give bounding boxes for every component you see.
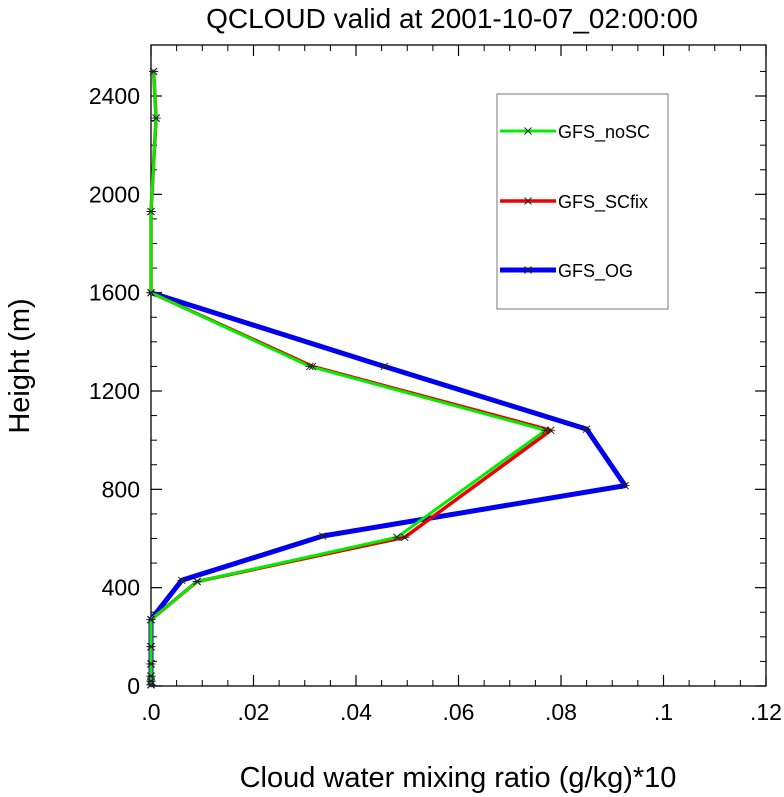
data-point-gfs_og: [582, 425, 592, 433]
legend-label: GFS_noSC: [558, 122, 650, 143]
x-tick-label: .08: [545, 699, 577, 725]
data-point-gfs_og: [318, 532, 328, 540]
x-tick-label: .12: [750, 699, 782, 725]
data-point-gfs_nosc: [151, 114, 161, 122]
legend-marker: [524, 127, 532, 135]
data-point-gfs_og: [379, 362, 389, 371]
y-tick-label: 1200: [89, 378, 140, 404]
data-point-gfs_nosc: [305, 362, 315, 371]
y-tick-label: 2400: [89, 83, 140, 109]
plot-frame: [150, 44, 767, 687]
y-tick-label: 1600: [89, 280, 140, 306]
y-tick-label: 2000: [89, 181, 140, 207]
data-point-gfs_og: [177, 576, 187, 585]
series-line-gfs_og: [148, 290, 628, 688]
y-tick-label: 0: [127, 673, 140, 699]
data-point-gfs_nosc: [149, 67, 159, 76]
data-point-gfs_nosc: [146, 207, 156, 216]
data-point-gfs_scfix: [400, 533, 410, 542]
data-point-gfs_nosc: [146, 288, 156, 297]
data-point-gfs_nosc: [146, 672, 156, 681]
legend-entry-gfs_scfix: GFS_SCfix: [500, 192, 648, 213]
series-lines: [146, 67, 630, 689]
legend-label: GFS_SCfix: [558, 192, 648, 213]
data-point-gfs_nosc: [146, 642, 156, 651]
x-tick-label: .02: [238, 699, 270, 725]
data-point-gfs_nosc: [146, 615, 156, 624]
data-point-gfs_nosc: [192, 577, 202, 586]
x-tick-labels: .0 .02 .04 .06 .08 .1 .12: [141, 699, 782, 725]
x-tick-label: .04: [340, 699, 372, 725]
data-point-gfs_nosc: [146, 660, 156, 668]
legend-entries: GFS_noSC GFS_SCfix GFS_OG: [500, 122, 650, 282]
axis-ticks: [150, 45, 767, 687]
y-tick-label: 800: [102, 476, 140, 502]
chart-title: QCLOUD valid at 2001-10-07_02:00:00: [206, 3, 698, 34]
y-axis-label: Height (m): [4, 298, 36, 433]
x-tick-label: .0: [141, 699, 160, 725]
legend-entry-gfs_og: GFS_OG: [500, 261, 633, 282]
legend-label: GFS_OG: [558, 261, 633, 282]
legend: GFS_noSC GFS_SCfix GFS_OG: [496, 93, 669, 310]
x-tick-label: .1: [654, 699, 673, 725]
x-axis-label: Cloud water mixing ratio (g/kg)*10: [240, 762, 677, 794]
legend-entry-gfs_nosc: GFS_noSC: [500, 122, 650, 143]
legend-marker: [524, 197, 532, 205]
data-point-gfs_nosc: [392, 533, 402, 542]
series-line-gfs_nosc: [149, 69, 548, 687]
y-tick-label: 400: [102, 575, 140, 601]
legend-marker: [524, 266, 532, 274]
data-point-gfs_nosc: [541, 426, 551, 435]
y-tick-labels: 0 400 800 1200 1600 2000 2400: [89, 83, 140, 699]
data-point-gfs_og: [620, 481, 630, 490]
x-tick-label: .06: [443, 699, 475, 725]
